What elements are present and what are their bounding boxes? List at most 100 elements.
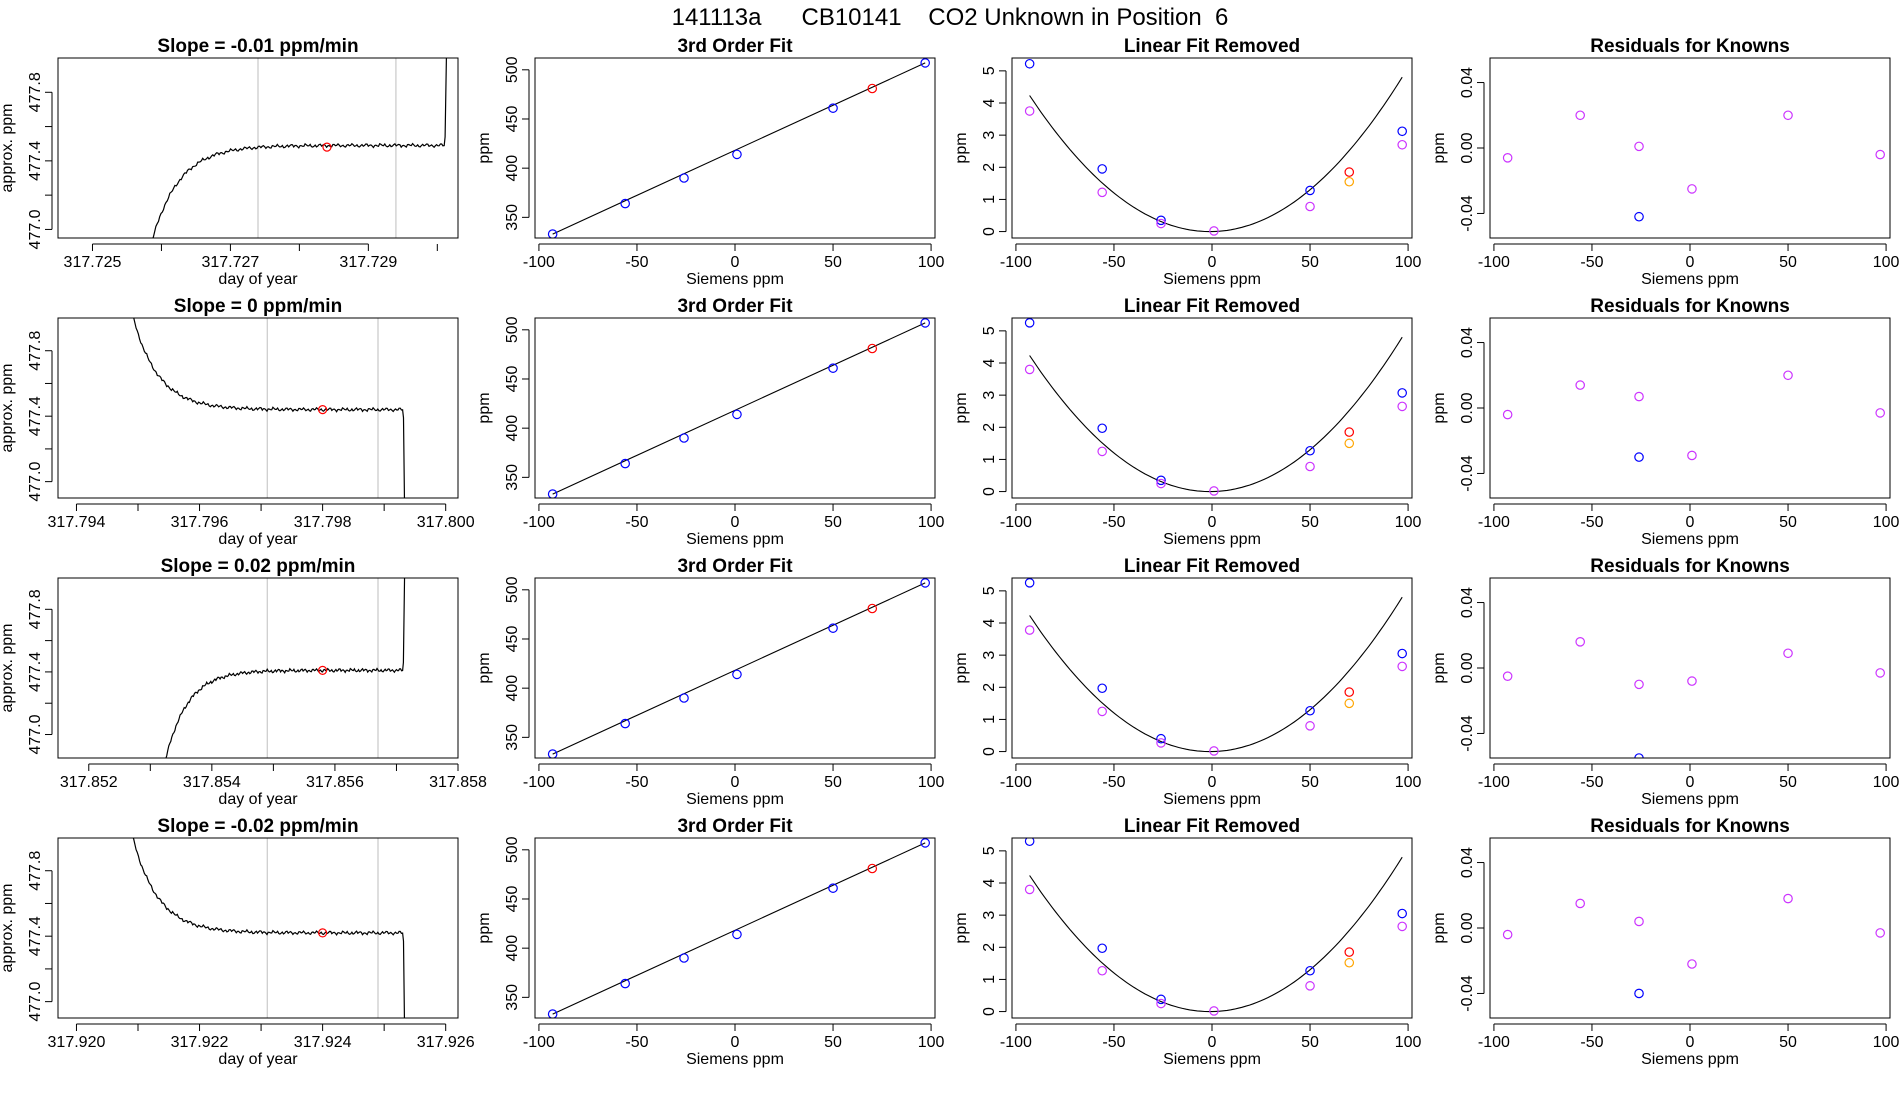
- data-layer: [547, 838, 930, 1018]
- y-tick-label: 450: [504, 106, 521, 133]
- x-tick-label: -50: [1580, 254, 1603, 271]
- x-axis-label: day of year: [218, 271, 298, 288]
- y-tick-label: -0.04: [1459, 715, 1476, 752]
- plot-frame: [1489, 837, 1891, 1019]
- x-tick-label: 50: [824, 774, 842, 791]
- data-point: [828, 103, 838, 113]
- data-point: [867, 863, 878, 874]
- x-tick-label: 317.800: [417, 514, 475, 531]
- y-tick-label: 1: [981, 455, 998, 464]
- data-point: [920, 58, 930, 68]
- data-point: [1305, 185, 1315, 196]
- plot-frame: [1011, 577, 1413, 759]
- x-tick-label: -50: [1102, 774, 1125, 791]
- fit-curve: [1029, 856, 1403, 1013]
- y-tick-label: 3: [981, 911, 998, 920]
- y-tick-label: -0.04: [1459, 455, 1476, 492]
- y-tick-label: 477.8: [27, 589, 44, 629]
- data-point: [1397, 139, 1407, 150]
- y-tick-label: 0.00: [1459, 392, 1476, 423]
- data-point: [1156, 215, 1166, 226]
- data-point: [620, 198, 630, 209]
- plot-frame: [1489, 57, 1891, 239]
- data-point: [867, 343, 878, 354]
- y-tick-label: 3: [981, 131, 998, 140]
- x-tick-label: 50: [1779, 514, 1797, 531]
- data-point: [1024, 884, 1035, 895]
- x-tick-label: 100: [918, 774, 945, 791]
- data-point: [828, 883, 838, 893]
- data-point: [1024, 364, 1035, 375]
- data-point: [1344, 947, 1355, 957]
- y-tick-label: 500: [504, 56, 521, 83]
- y-axis-label: ppm: [953, 912, 970, 943]
- average-marker: [318, 665, 328, 675]
- panel-r2-c4: Residuals for Knowns -100 -50 0 50 100 Siemens…: [1431, 296, 1900, 548]
- data-layer: [152, 58, 447, 238]
- x-axis-label: Siemens ppm: [1641, 531, 1739, 548]
- panel-r1-c4: Residuals for Knowns -100 -50 0 50 100 Siemens…: [1431, 36, 1900, 288]
- y-tick-label: 400: [504, 675, 521, 702]
- data-point: [867, 83, 878, 94]
- y-tick-label: 500: [504, 576, 521, 603]
- panel-title: Residuals for Knowns: [1590, 816, 1790, 837]
- x-tick-label: -100: [523, 1034, 555, 1051]
- data-point: [920, 578, 930, 588]
- data-layer: [547, 578, 930, 758]
- data-point: [679, 433, 689, 443]
- y-tick-label: -0.04: [1459, 975, 1476, 1012]
- plot-frame: [57, 57, 459, 239]
- x-tick-label: -100: [1478, 774, 1510, 791]
- data-point: [1344, 427, 1355, 437]
- data-layer: [1024, 578, 1407, 756]
- data-point: [1397, 921, 1407, 932]
- x-tick-label: 0: [1208, 514, 1217, 531]
- y-tick-label: 500: [504, 316, 521, 343]
- trace-line: [133, 318, 406, 498]
- x-tick-label: 317.852: [60, 774, 118, 791]
- data-point: [1575, 380, 1585, 390]
- plot-frame: [1011, 837, 1413, 1019]
- data-point: [1024, 58, 1035, 69]
- panel-r2-c1: Slope = 0 ppm/min 317.794 317.796 317.798 31…: [0, 296, 475, 548]
- x-tick-label: 317.794: [48, 514, 106, 531]
- y-tick-label: 0.04: [1459, 847, 1476, 878]
- x-tick-label: -50: [625, 1034, 648, 1051]
- y-tick-label: 0: [981, 227, 998, 236]
- y-tick-label: 4: [981, 358, 998, 367]
- data-point: [1634, 452, 1644, 462]
- data-point: [1344, 176, 1355, 187]
- y-tick-label: 450: [504, 886, 521, 913]
- average-marker: [322, 142, 332, 152]
- panel-title: 3rd Order Fit: [677, 556, 793, 577]
- panel-title: Linear Fit Removed: [1124, 556, 1300, 577]
- x-tick-label: 0: [1686, 514, 1695, 531]
- panel-r4-c1: Slope = -0.02 ppm/min 317.920 317.922 317.9…: [0, 816, 475, 1068]
- x-tick-label: 50: [1779, 774, 1797, 791]
- panel-title: Residuals for Knowns: [1590, 296, 1790, 317]
- y-tick-label: 0.00: [1459, 912, 1476, 943]
- y-axis-label: approx. ppm: [0, 884, 16, 973]
- x-axis-label: Siemens ppm: [1163, 1051, 1261, 1068]
- data-point: [828, 623, 838, 633]
- x-tick-label: -50: [1102, 1034, 1125, 1051]
- data-point: [1097, 683, 1107, 694]
- data-point: [547, 489, 558, 498]
- panel-r3-c1: Slope = 0.02 ppm/min 317.852 317.854 317.85…: [0, 556, 487, 808]
- x-tick-label: 100: [1873, 774, 1900, 791]
- y-axis-label: ppm: [953, 392, 970, 423]
- fit-line: [552, 582, 926, 755]
- x-tick-label: -50: [1580, 1034, 1603, 1051]
- panel-title: 3rd Order Fit: [677, 816, 793, 837]
- x-tick-label: 317.725: [64, 254, 122, 271]
- y-tick-label: 4: [981, 878, 998, 887]
- average-marker: [318, 928, 328, 938]
- x-tick-label: 100: [1395, 774, 1422, 791]
- data-point: [1783, 370, 1793, 381]
- data-point: [1097, 943, 1107, 954]
- x-axis-label: Siemens ppm: [1641, 1051, 1739, 1068]
- data-point: [1097, 423, 1107, 434]
- data-point: [1344, 687, 1355, 697]
- y-tick-label: 500: [504, 836, 521, 863]
- data-point: [1097, 164, 1107, 174]
